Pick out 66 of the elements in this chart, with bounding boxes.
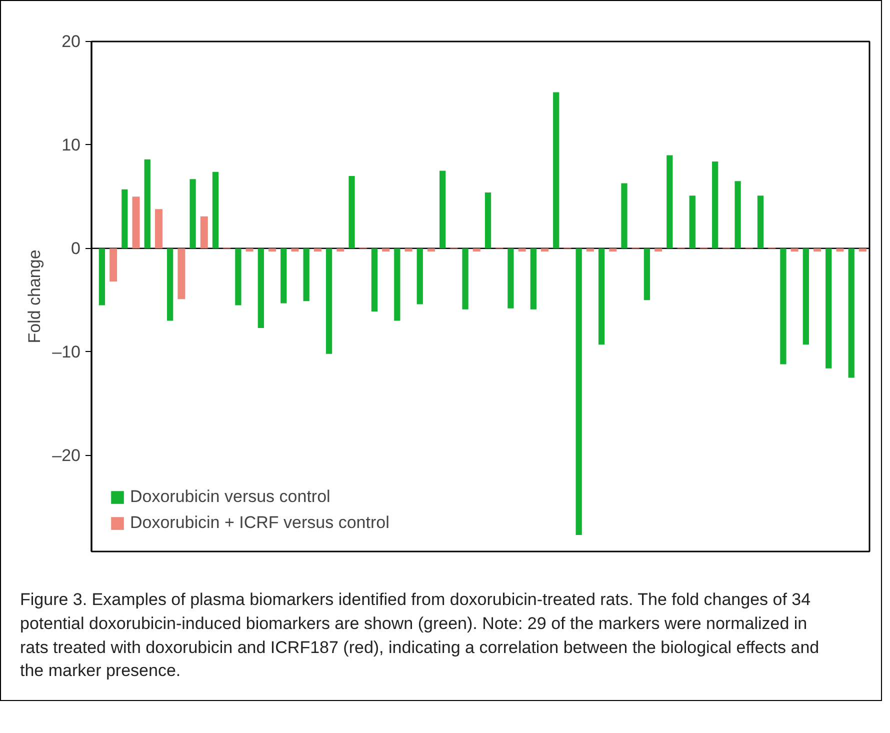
y-axis-title: Fold change [25, 250, 44, 344]
bar [757, 196, 764, 248]
bar [144, 159, 150, 248]
legend-label: Doxorubicin + ICRF versus control [130, 513, 390, 533]
y-tick-label: 20 [62, 32, 81, 51]
bar [404, 248, 412, 252]
bar [394, 248, 400, 321]
bar [508, 248, 514, 308]
bar [154, 209, 162, 248]
bar [814, 248, 822, 252]
bar [541, 248, 549, 252]
caption: Figure 3. Examples of plasma biomarkers identified from doxorubicin-treated rats. The fold changes of 34 potential doxorubicin-induced biomarkers are shown (green). Note: 29 of the markers were normalized in rats treated with doxorubicin and ICRF187 (red), indicating a correlation between the biological effects and the marker presence. [20, 589, 820, 682]
bar [689, 196, 696, 248]
y-tick-label: 0 [71, 238, 81, 258]
bar [780, 248, 786, 364]
bar [427, 248, 435, 252]
bar [212, 172, 219, 248]
bar [200, 216, 208, 248]
bar [122, 189, 128, 248]
bar [314, 248, 322, 252]
bar [644, 248, 650, 300]
bar [382, 248, 390, 252]
bar [440, 170, 446, 248]
bar [348, 176, 355, 248]
bar [235, 248, 242, 306]
bar [802, 248, 809, 345]
bar [326, 248, 332, 354]
bar [416, 248, 423, 304]
bar [826, 248, 832, 368]
bar [654, 248, 662, 252]
y-tick-label: –10 [52, 342, 81, 362]
bar [586, 248, 594, 252]
bar [734, 181, 741, 248]
bar [518, 248, 526, 252]
bar [790, 248, 798, 252]
bar [167, 248, 174, 321]
bar [576, 248, 582, 535]
bar [371, 248, 378, 312]
bar [98, 248, 106, 306]
y-tick-label: 10 [62, 135, 81, 154]
bar [258, 248, 264, 328]
bar [598, 248, 605, 345]
bar [848, 248, 854, 378]
bar [268, 248, 276, 252]
bar [530, 248, 536, 310]
legend-label: Doxorubicin versus control [130, 487, 330, 507]
bar [462, 248, 468, 310]
bar [110, 248, 118, 282]
bar [712, 162, 718, 248]
bar [472, 248, 480, 252]
bar [553, 92, 560, 248]
bar [291, 248, 299, 252]
bar [246, 248, 254, 252]
bar [621, 183, 628, 248]
bar [858, 248, 866, 252]
y-tick-label: –20 [52, 446, 81, 465]
bar [190, 179, 196, 248]
bar [666, 155, 673, 248]
bar [280, 248, 287, 304]
bar [303, 248, 310, 302]
bar [836, 248, 844, 252]
bar [609, 248, 617, 252]
bar [336, 248, 344, 252]
bar [132, 196, 140, 248]
bar [178, 248, 186, 300]
bar [484, 192, 492, 248]
